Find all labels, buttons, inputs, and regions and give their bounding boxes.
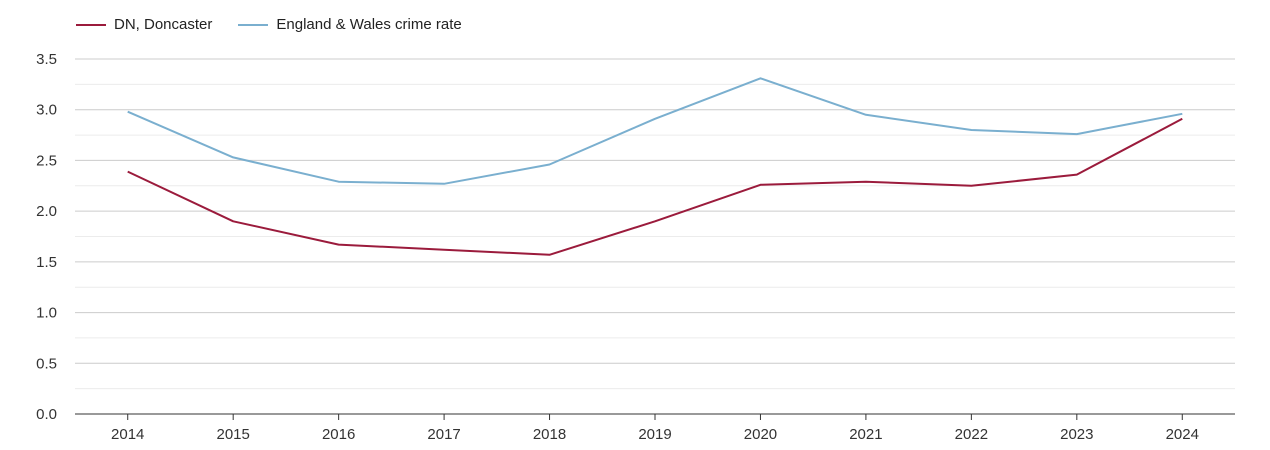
y-tick-label: 3.0 <box>36 102 57 119</box>
legend-label-doncaster: DN, Doncaster <box>114 16 213 33</box>
legend-swatch-england-wales <box>238 23 269 26</box>
chart-legend: DN, Doncaster England & Wales crime rate <box>76 16 488 33</box>
x-tick-label: 2020 <box>744 426 777 443</box>
series-line-dn-doncaster <box>127 117 1183 256</box>
y-tick-label: 2.0 <box>36 203 57 220</box>
x-tick-label: 2024 <box>1166 426 1199 443</box>
y-tick-label: 3.5 <box>36 51 57 68</box>
legend-item-doncaster[interactable]: DN, Doncaster <box>76 16 212 33</box>
axes: 0.0 0.5 1.0 1.5 2.0 2.5 3.0 3.5 2014 2015 2016 2017… <box>36 51 1235 443</box>
x-tick-label: 2017 <box>427 426 460 443</box>
legend-swatch-doncaster <box>76 23 106 26</box>
x-tick-label: 2016 <box>322 426 355 443</box>
y-tick-label: 1.5 <box>36 254 57 271</box>
x-tick-label: 2022 <box>955 426 988 443</box>
x-tick-label: 2018 <box>533 426 566 443</box>
y-tick-label: 0.5 <box>36 355 57 372</box>
x-tick-label: 2021 <box>849 426 882 443</box>
y-tick-label: 1.0 <box>36 305 57 322</box>
series-line-england-wales-crime-rate <box>127 77 1183 185</box>
x-tick-label: 2023 <box>1060 426 1093 443</box>
series-lines <box>127 77 1183 256</box>
y-tick-label: 0.0 <box>36 406 57 423</box>
x-tick-label: 2014 <box>111 426 144 443</box>
legend-item-england-wales[interactable]: England & Wales crime rate <box>238 16 462 33</box>
gridlines <box>75 58 1235 390</box>
y-tick-label: 2.5 <box>36 152 57 169</box>
x-tick-label: 2015 <box>216 426 249 443</box>
x-tick-label: 2019 <box>638 426 671 443</box>
legend-label-england-wales: England & Wales crime rate <box>276 16 462 33</box>
